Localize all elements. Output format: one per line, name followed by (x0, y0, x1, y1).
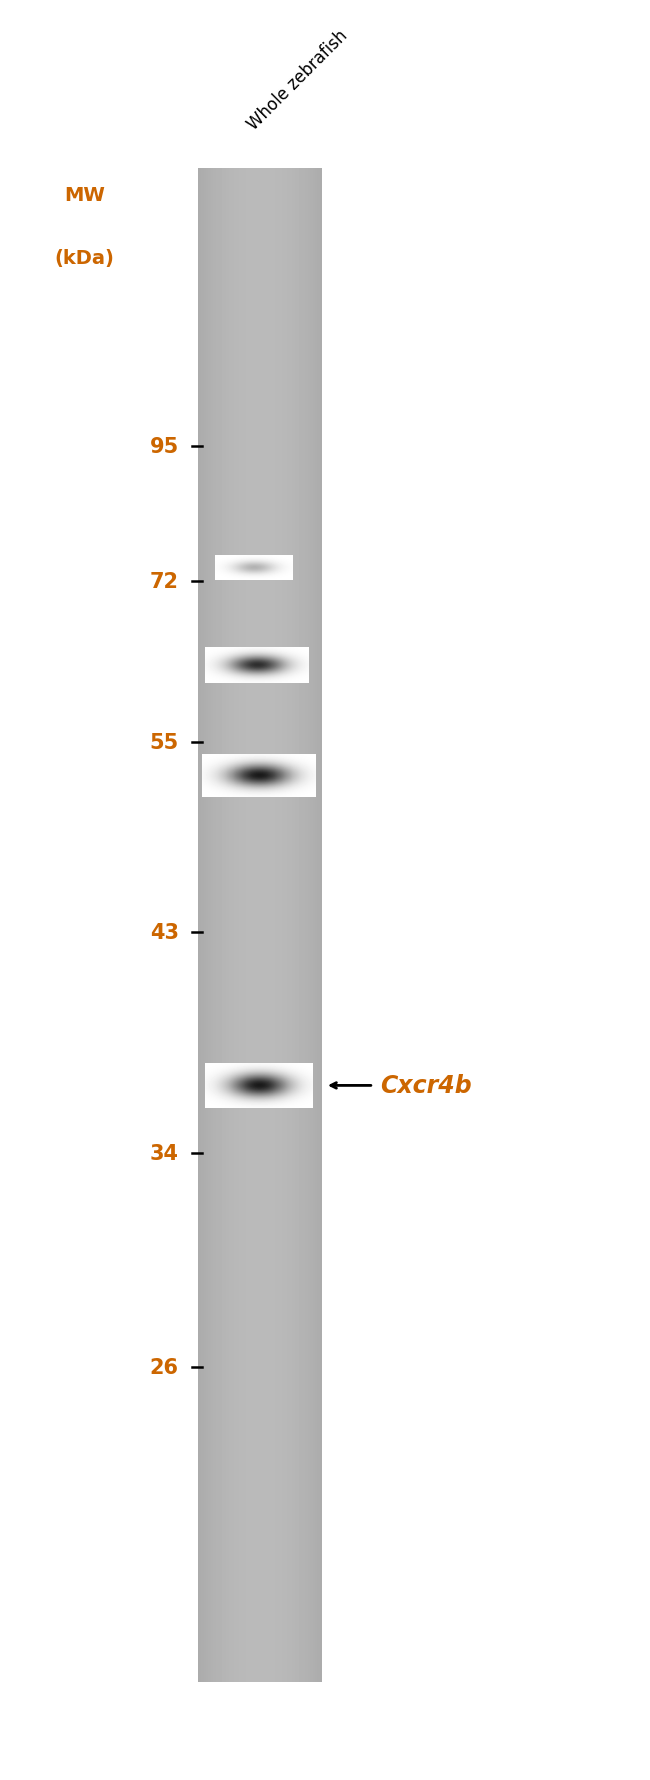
Text: (kDa): (kDa) (55, 249, 114, 269)
Text: 72: 72 (150, 571, 179, 593)
Text: 55: 55 (150, 732, 179, 753)
Text: Whole zebrafish: Whole zebrafish (244, 27, 351, 134)
Text: MW: MW (64, 185, 105, 205)
Text: 43: 43 (150, 922, 179, 943)
Text: 26: 26 (150, 1356, 179, 1378)
Text: Cxcr4b: Cxcr4b (380, 1073, 472, 1098)
Text: 95: 95 (150, 436, 179, 457)
Text: 34: 34 (150, 1143, 179, 1164)
